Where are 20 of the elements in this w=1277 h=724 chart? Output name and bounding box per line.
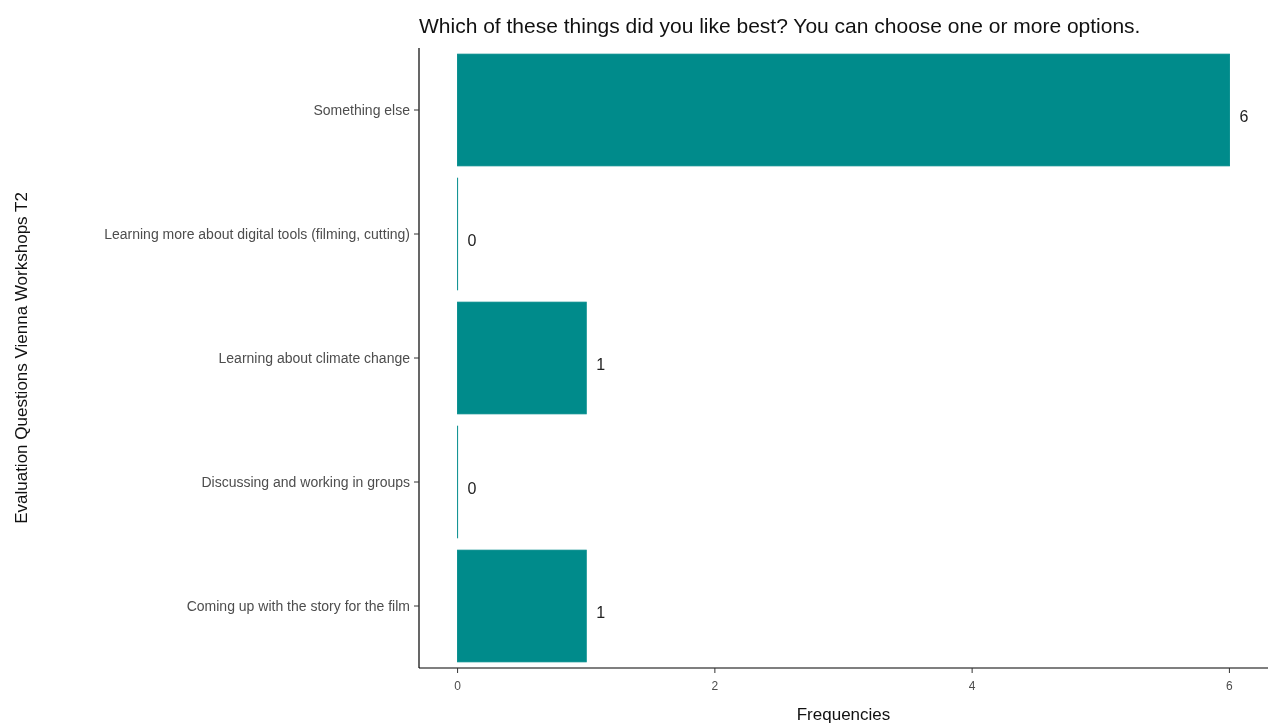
x-tick-label: 2 [711, 679, 719, 693]
y-tick-label: Learning more about digital tools (filming, cutting) [104, 226, 410, 242]
y-tick-label: Discussing and working in groups [201, 474, 410, 490]
data-label: 6 [1239, 108, 1249, 125]
data-label: 0 [467, 232, 477, 249]
chart-title: Which of these things did you like best? You can choose one or more options. [419, 14, 1141, 37]
bar [457, 301, 587, 415]
y-tick-label: Something else [313, 102, 411, 118]
bar [457, 549, 587, 663]
data-label: 0 [467, 480, 477, 497]
x-tick-label: 0 [454, 679, 462, 693]
y-tick-label: Coming up with the story for the film [186, 598, 410, 614]
bar [457, 53, 1230, 167]
y-axis-title: Evaluation Questions Vienna Workshops T2 [12, 192, 31, 524]
x-tick-label: 6 [1226, 679, 1234, 693]
data-label: 1 [596, 356, 606, 373]
x-axis-title: Frequencies [796, 705, 891, 724]
x-tick-label: 4 [968, 679, 976, 693]
y-tick-label: Learning about climate change [218, 350, 411, 366]
data-label: 1 [596, 604, 606, 621]
